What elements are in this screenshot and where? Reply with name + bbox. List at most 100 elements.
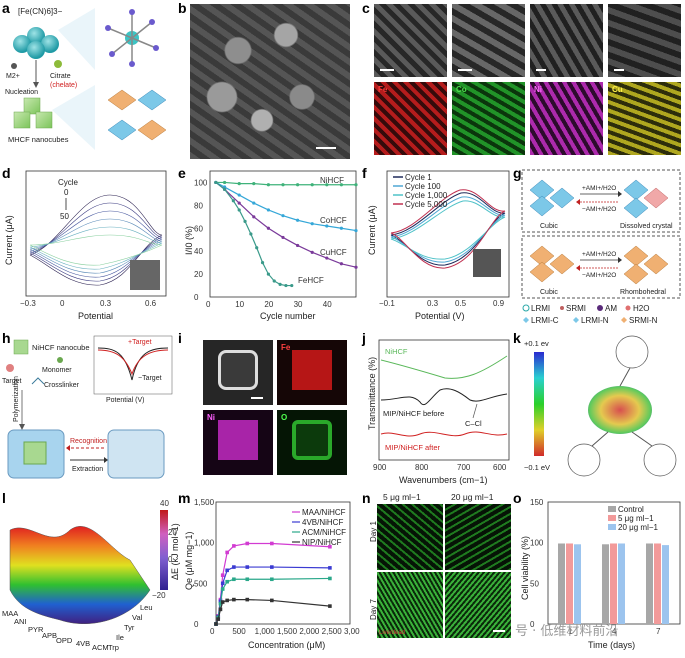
e-point-3-5 (249, 232, 253, 236)
f-legend-2: Cycle 1,000 (405, 191, 448, 200)
e-point-3-10 (278, 282, 282, 286)
n-col2: 20 μg ml−1 (451, 492, 494, 502)
mip-schematic: NiHCF nanocube Monomer Target Crosslinke… (2, 335, 173, 479)
j-label-nihcf: NiHCF (385, 347, 408, 356)
eds-map-ni: Ni (530, 82, 603, 155)
o-xtick-2: 7 (656, 627, 661, 636)
l-y-leu: Leu (140, 603, 153, 612)
n-img-20-day1 (445, 504, 511, 570)
m-point-3-1 (216, 617, 221, 621)
panel-l-surface: 40 20 0 −20 ΔE (kJ mol−1) MAA ANI PYR AP… (0, 490, 180, 653)
h-plus-target: +Target (128, 339, 152, 346)
l-y-tyr: Tyr (124, 623, 135, 632)
eds-label-fe: Fe (378, 85, 388, 94)
e-point-1-6 (296, 218, 300, 222)
g-bot-right: Rhombohedral (620, 289, 666, 296)
panel-d-cv: Cycle 0 50 −0.3 0 0.3 0.6 Potential Curr… (0, 165, 175, 325)
h-extraction: Extraction (72, 466, 103, 473)
nucleation-label: Nucleation (5, 89, 38, 96)
m-point-3-2 (218, 607, 223, 612)
formula-label: [Fe(CN)6]3− (18, 7, 63, 16)
m-ion-label: M2+ (6, 73, 20, 80)
o-bar-2-2 (662, 545, 669, 624)
o-bar-2-0 (574, 544, 581, 624)
e-ytick-5: 100 (194, 178, 208, 187)
m-point-2-8 (328, 576, 332, 581)
e-ylabel: I/I0 (%) (184, 226, 194, 255)
panel-a-schematic: [Fe(CN)6]3− M2+ Citrate (chelate) Nuclea… (0, 0, 175, 160)
j-xtick-2: 700 (457, 463, 471, 472)
chart-m-adsorption: Qe (μM mg−1) Concentration (μM) 0 500 1,00… (184, 498, 365, 650)
e-ytick-2: 40 (194, 247, 203, 256)
eds-label-ni: Ni (534, 85, 542, 94)
e-point-1-3 (252, 201, 256, 205)
cube-cluster (13, 97, 53, 129)
e-xtick-0: 0 (206, 300, 211, 309)
panel-label-e: e (178, 165, 186, 181)
g-legend-srmi: SRMI (566, 304, 586, 313)
d-xtick-3: 0.6 (145, 299, 157, 308)
m-xtick-0: 0 (210, 627, 215, 636)
g-bot-plus: +AMI+/H2O (582, 251, 616, 258)
h-potential: Potential (V) (106, 397, 145, 404)
g-top-minus: −AMI+/H2O (582, 206, 616, 213)
e-point-0-6 (296, 183, 300, 187)
e-point-2-5 (281, 235, 285, 240)
o-legend-1: 5 μg ml−1 (618, 514, 654, 523)
m-point-2-3 (220, 587, 225, 591)
e-point-1-10 (354, 228, 358, 233)
m-series-line-3 (215, 599, 330, 625)
e-point-3-12 (290, 283, 294, 288)
chart-e-stability: I/I0 (%) Cycle number NiHCF CoHCF CuHCF … (184, 170, 358, 321)
panel-h-mip: NiHCF nanocube Monomer Target Crosslinke… (0, 330, 175, 488)
m-point-0-5 (232, 544, 236, 548)
e-xlabel: Cycle number (260, 311, 316, 321)
e-xtick-4: 40 (323, 300, 332, 309)
m-point-0-3 (220, 573, 225, 577)
chelate-label: (chelate) (50, 82, 77, 89)
eds-map-co: Co (452, 82, 525, 155)
m-point-3-6 (245, 597, 250, 602)
o-bar-0-0 (558, 543, 565, 624)
f-xtick-1: 0.3 (427, 299, 439, 308)
m-point-1-5 (232, 565, 236, 569)
g-legend-lrmi-n: LRMI-N (581, 316, 609, 325)
j-label-ccl: C–Cl (465, 419, 482, 428)
e-series-line-3 (215, 181, 292, 287)
e-point-3-4 (243, 219, 247, 223)
m-xtick-6: 3,000 (344, 627, 360, 636)
ftir-plot: NiHCF MIP/NiHCF before C–Cl MIP/NiHCF af… (367, 339, 510, 485)
e-point-1-2 (237, 193, 241, 197)
m-point-3-5 (232, 597, 236, 602)
g-bot-left: Cubic (540, 289, 558, 296)
panel-e-chart: I/I0 (%) Cycle number NiHCF CoHCF CuHCF … (180, 165, 360, 325)
h-monomer: Monomer (42, 367, 72, 374)
j-xtick-0: 900 (373, 463, 387, 472)
m-point-2-5 (232, 577, 236, 582)
e-point-2-9 (339, 262, 343, 266)
m-xlabel: Concentration (μM) (248, 640, 325, 650)
e-point-0-3 (252, 182, 256, 186)
f-curves (390, 189, 506, 269)
cv-cycles-plot: Cycle 0 50 −0.3 0 0.3 0.6 Potential Curr… (4, 170, 167, 321)
e-point-0-1 (223, 180, 227, 185)
o-xtick-0: 1 (568, 627, 573, 636)
e-xtick-3: 30 (294, 300, 303, 309)
o-bar-0-2 (646, 543, 653, 624)
cv-cycle-curves (29, 194, 163, 286)
n-img-20-day7 (445, 572, 511, 638)
m-xtick-5: 2,500 (322, 627, 343, 636)
d-xtick-2: 0.3 (100, 299, 112, 308)
l-x-ani: ANI (14, 617, 27, 626)
f-legend: Cycle 1 Cycle 100 Cycle 1,000 Cycle 5,00… (393, 173, 448, 209)
panel-i-maps: Fe Ni O (203, 340, 353, 480)
j-xtick-1: 800 (415, 463, 429, 472)
e-point-2-7 (310, 250, 314, 254)
o-xlabel: Time (days) (588, 640, 635, 650)
m-point-1-8 (328, 566, 332, 570)
e-point-0-2 (237, 182, 241, 186)
m-point-3-0 (214, 622, 218, 626)
m-point-0-7 (270, 541, 274, 546)
e-point-2-4 (266, 226, 270, 230)
o-bar-1-0 (566, 543, 573, 624)
